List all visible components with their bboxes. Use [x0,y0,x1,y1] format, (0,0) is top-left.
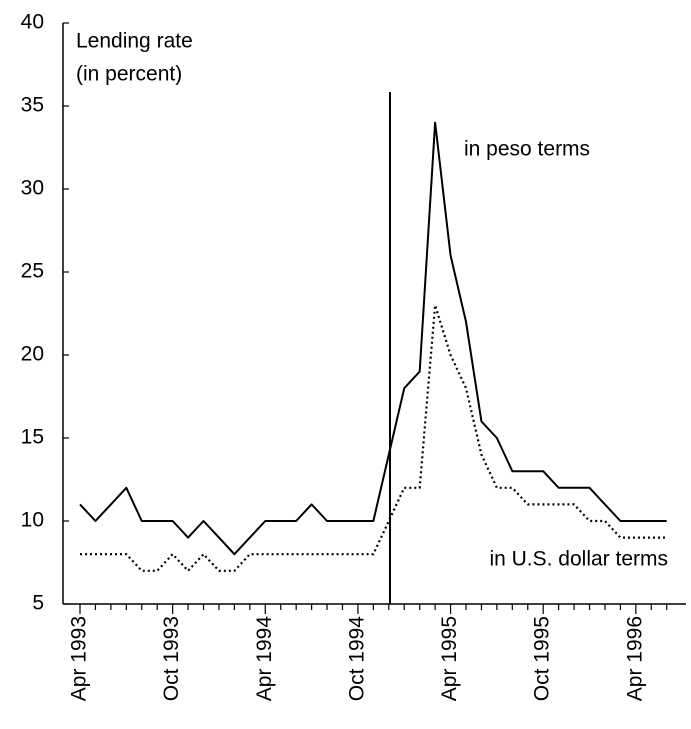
y-tick-label: 10 [21,509,44,532]
y-tick-label: 35 [21,94,44,117]
y-tick-label: 15 [21,426,44,449]
series-line [79,121,667,556]
x-tick-label: Apr 1995 [438,616,461,701]
x-tick-label: Apr 1996 [623,616,646,701]
series-label: in U.S. dollar terms [489,548,668,571]
y-tick-label: 25 [21,260,44,283]
series-line [80,304,667,572]
x-tick-label: Oct 1994 [345,616,368,702]
y-tick-label: 30 [21,177,44,200]
y-tick-label: 20 [21,343,44,366]
x-tick-label: Oct 1995 [531,616,554,701]
x-tick-label: Apr 1994 [253,616,276,702]
y-axis-label: Lending rate [76,30,193,53]
x-tick-label: Apr 1993 [68,616,91,701]
y-axis-label: (in percent) [76,63,182,86]
series-label: in peso terms [464,138,590,161]
y-tick-label: 5 [32,592,44,615]
y-tick-label: 40 [21,11,44,34]
x-tick-label: Oct 1993 [160,616,183,701]
